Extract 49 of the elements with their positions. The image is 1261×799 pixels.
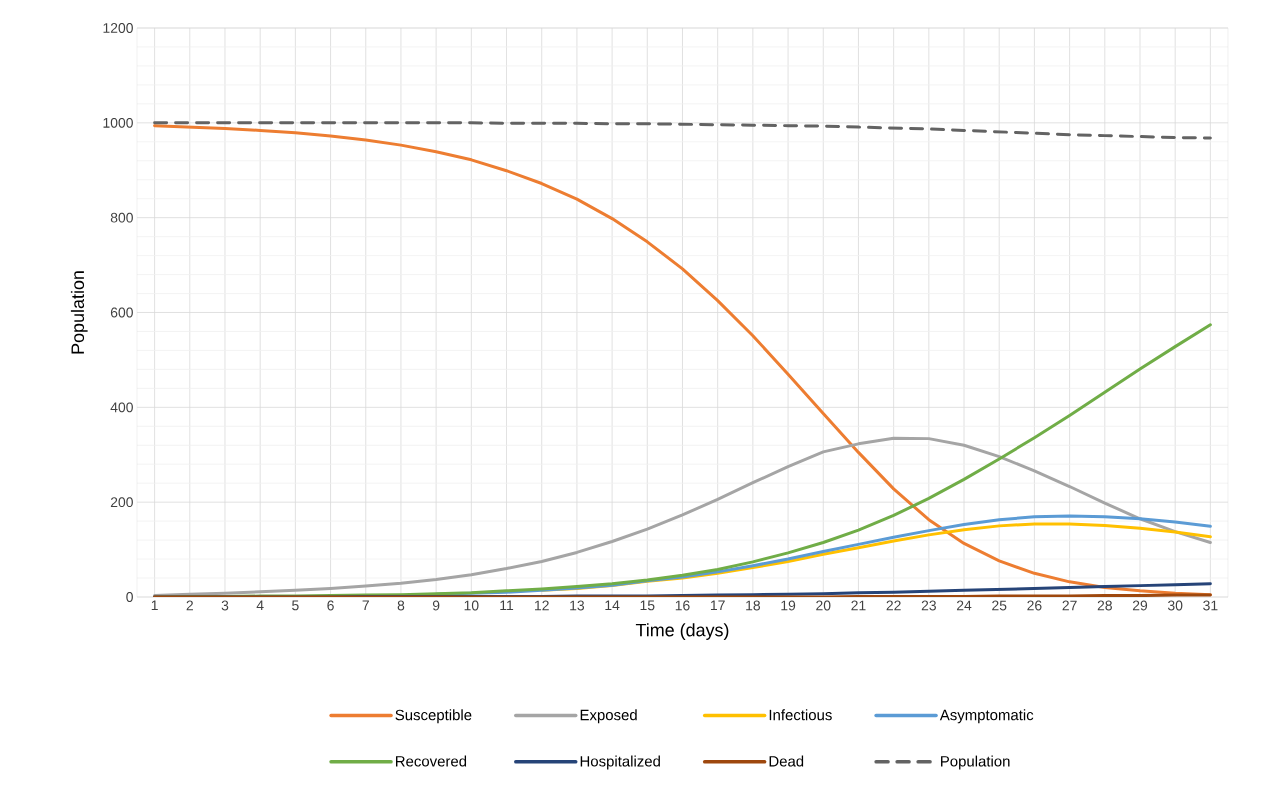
x-tick-label: 6	[327, 600, 334, 611]
x-tick-label: 18	[746, 600, 761, 611]
y-tick-label: 1200	[103, 23, 133, 33]
x-tick-label: 24	[956, 600, 972, 611]
x-tick-label: 27	[1062, 600, 1077, 611]
x-axis-title: Time (days)	[635, 623, 729, 640]
x-tick-label: 29	[1132, 600, 1148, 611]
x-tick-label: 16	[675, 600, 690, 611]
x-tick-label: 9	[432, 600, 440, 611]
x-tick-label: 1	[151, 600, 158, 611]
x-tick-label: 30	[1167, 600, 1183, 611]
legend-label: Exposed	[580, 709, 637, 724]
y-tick-label: 400	[110, 402, 133, 413]
x-tick-label: 5	[292, 600, 299, 611]
x-tick-label: 23	[921, 600, 936, 611]
x-tick-label: 3	[221, 600, 229, 611]
x-tick-label: 7	[362, 600, 369, 611]
legend-label: Dead	[769, 755, 804, 767]
x-tick-label: 25	[992, 600, 1007, 611]
x-tick-label: 17	[710, 600, 725, 611]
x-tick-label: 4	[256, 600, 264, 611]
legend-label: Population	[941, 755, 1010, 770]
x-tick-label: 10	[464, 600, 479, 611]
x-tick-label: 14	[605, 600, 620, 611]
x-tick-label: 15	[640, 600, 655, 611]
y-tick-label: 0	[126, 592, 133, 602]
x-tick-label: 13	[570, 600, 585, 611]
x-tick-label: 19	[781, 600, 796, 611]
legend-label: Recovered	[396, 755, 467, 767]
x-tick-label: 28	[1097, 600, 1112, 611]
legend-label: Hospitalized	[580, 755, 660, 770]
y-tick-label: 600	[110, 307, 133, 318]
x-tick-label: 31	[1203, 600, 1218, 611]
x-tick-label: 8	[397, 600, 405, 611]
y-tick-label: 800	[110, 212, 133, 223]
legend-label: Infectious	[769, 709, 832, 721]
y-axis-title: Population	[70, 271, 88, 354]
x-tick-label: 12	[535, 600, 549, 611]
legend-label: Asymptomatic	[939, 709, 1034, 724]
x-tick-label: 2	[186, 600, 193, 611]
line-series	[153, 436, 1212, 597]
legend-label: Susceptible	[395, 709, 472, 724]
x-tick-label: 11	[500, 600, 514, 611]
x-tick-label: 22	[886, 600, 901, 611]
x-tick-label: 20	[816, 600, 831, 611]
y-tick-label: 1000	[103, 117, 133, 128]
x-tick-label: 26	[1027, 600, 1042, 611]
x-tick-label: 21	[851, 600, 866, 611]
y-tick-label: 200	[110, 497, 133, 508]
